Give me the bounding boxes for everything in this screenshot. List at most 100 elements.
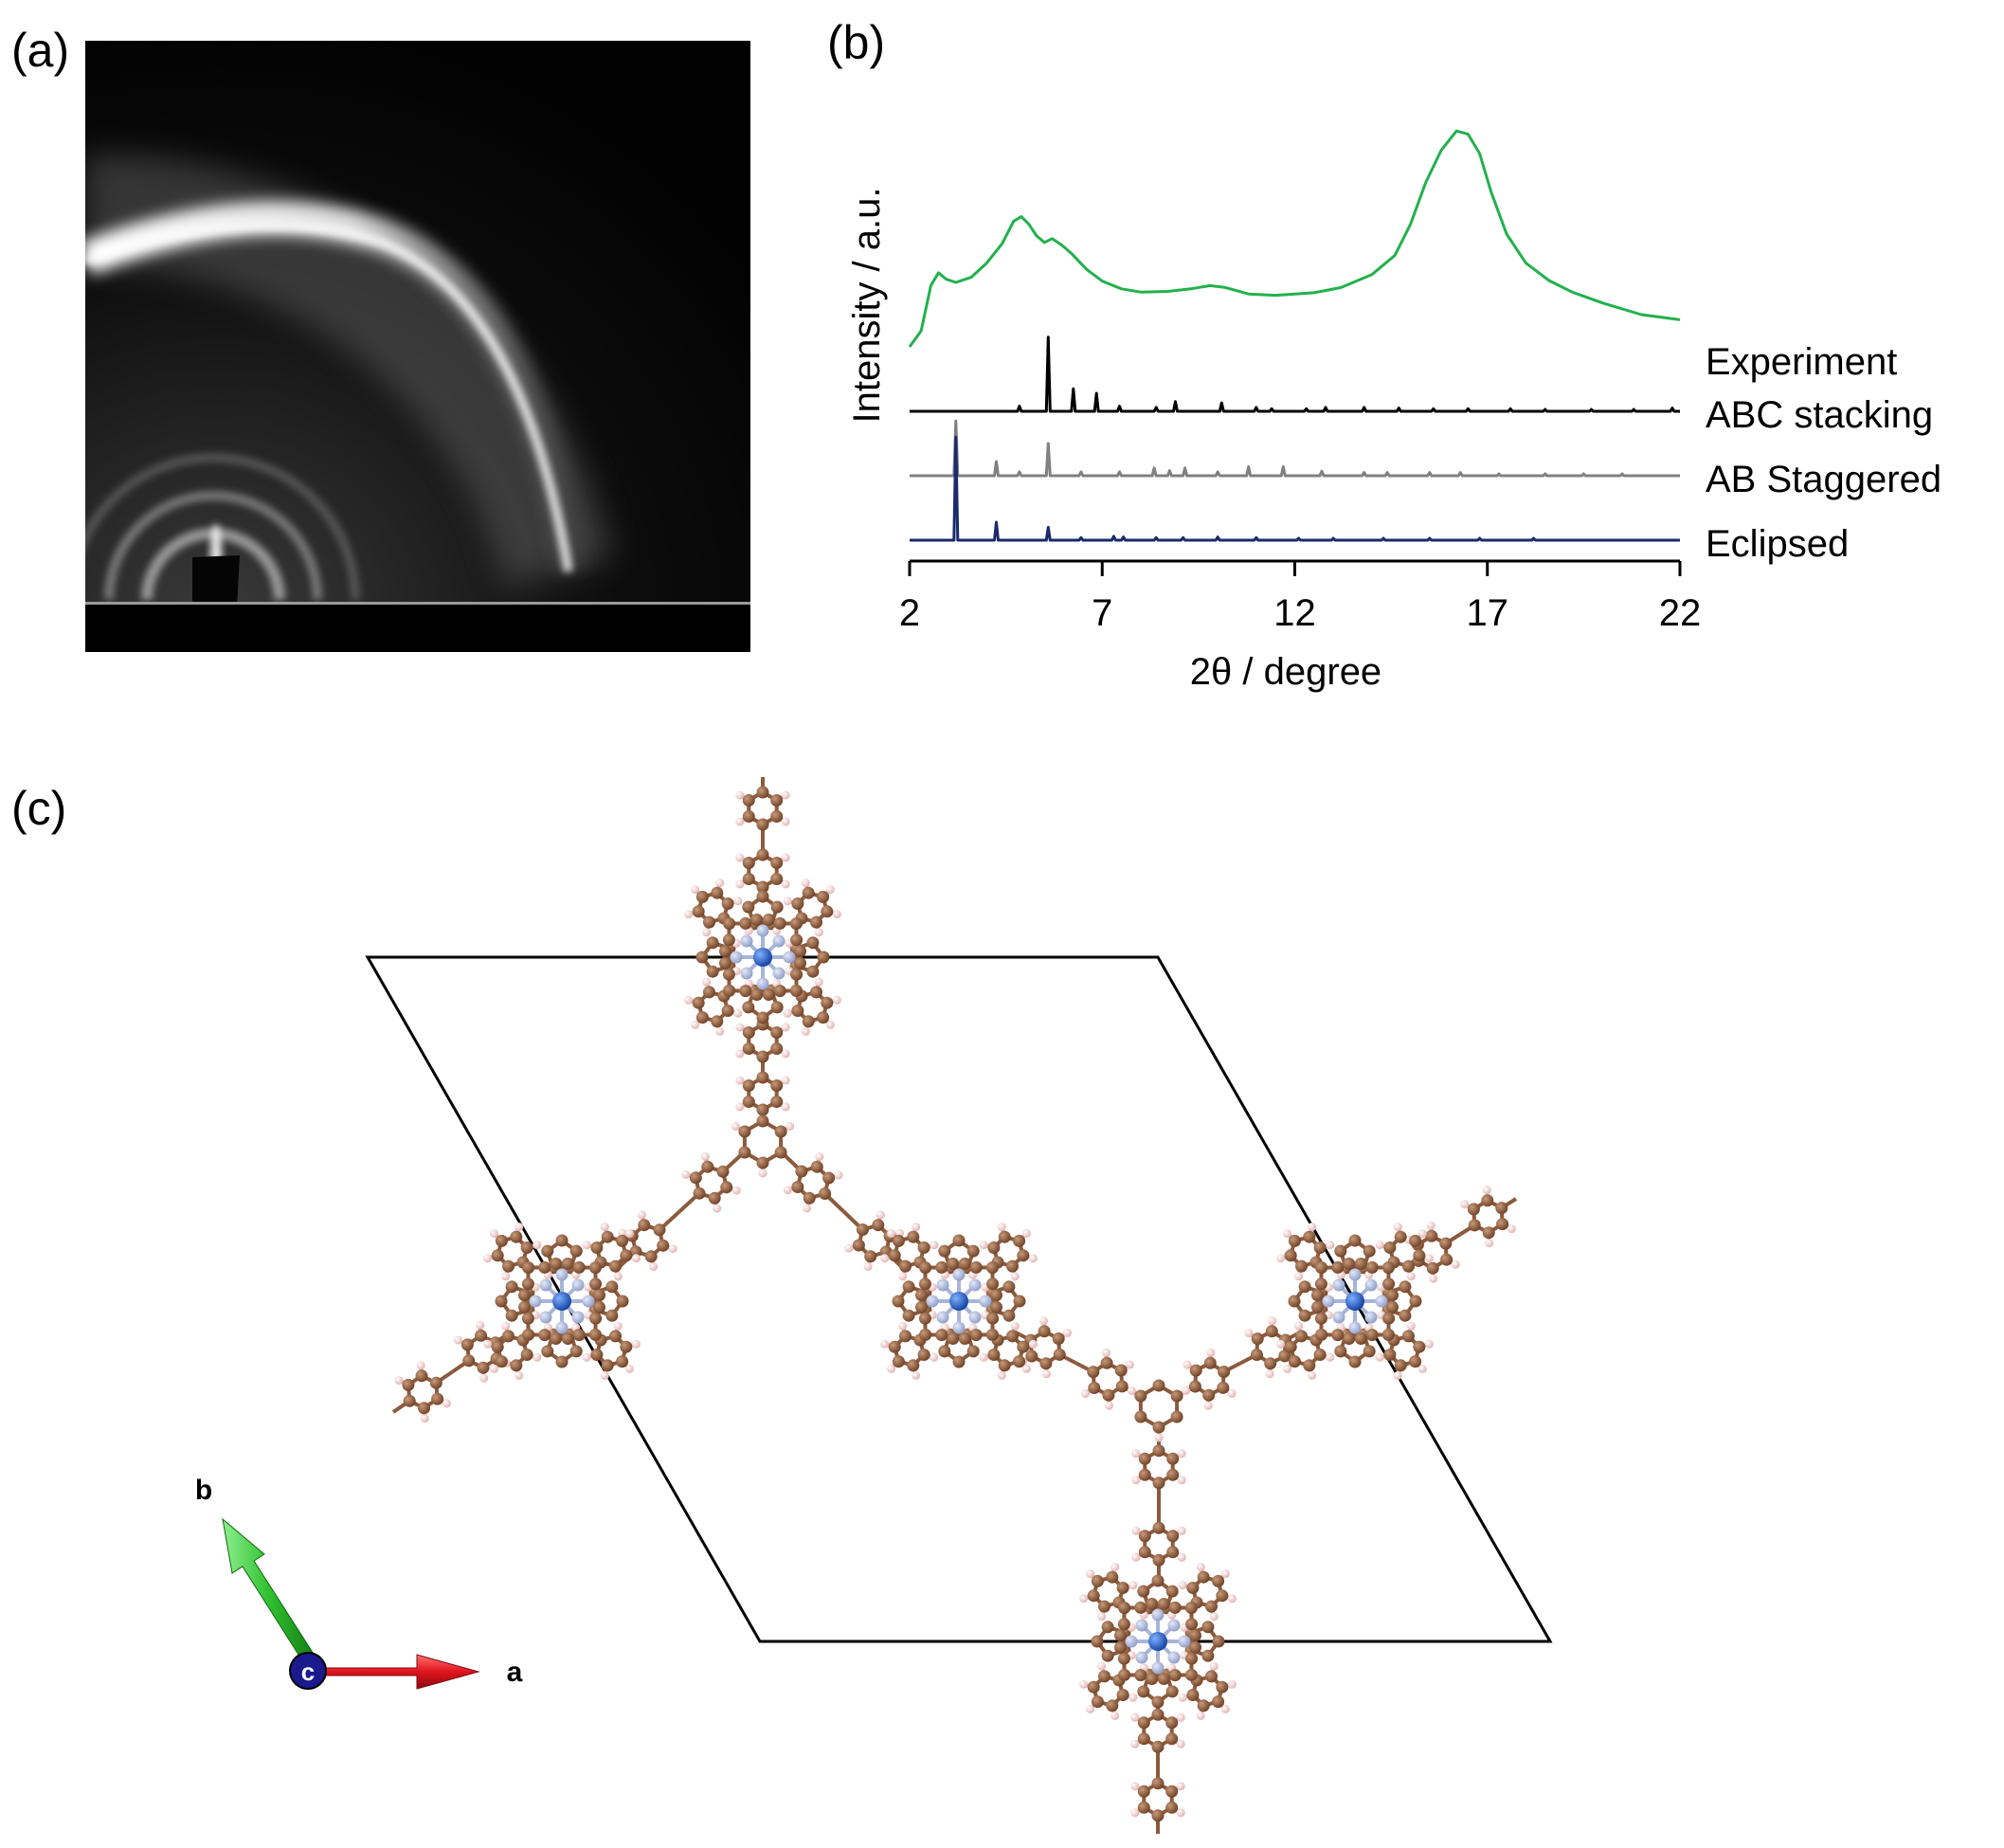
hydrogen-atom	[691, 885, 700, 895]
hydrogen-atom	[1097, 1661, 1107, 1671]
carbon-atom	[1303, 1359, 1316, 1372]
carbon-atom	[1440, 1253, 1453, 1266]
carbon-atom	[689, 1171, 702, 1185]
hydrogen-atom	[781, 790, 790, 800]
carbon-atom	[918, 1277, 931, 1291]
carbon-atom	[561, 1258, 574, 1270]
carbon-atom	[1184, 1602, 1198, 1615]
carbon-atom	[856, 1223, 869, 1236]
hydrogen-atom	[1042, 1369, 1051, 1379]
carbon-atom	[1212, 1635, 1225, 1648]
hydrogen-atom	[733, 1008, 743, 1018]
nitrogen-atom	[772, 967, 785, 980]
carbon-atom	[1402, 1259, 1415, 1273]
hydrogen-atom	[1220, 1569, 1230, 1579]
carbon-atom	[907, 1230, 920, 1243]
carbon-atom	[762, 914, 775, 926]
panel-label-a: (a)	[11, 24, 70, 77]
nitrogen-atom	[1151, 1661, 1164, 1675]
hydrogen-atom	[1130, 1808, 1140, 1818]
carbon-atom	[990, 1300, 1002, 1314]
carbon-atom	[1006, 1330, 1019, 1343]
x-tick-label-2: 2	[899, 592, 920, 634]
hydrogen-atom	[733, 897, 743, 906]
nitrogen-atom	[1348, 1321, 1362, 1334]
carbon-atom	[1152, 1521, 1165, 1534]
hydrogen-atom	[1131, 1526, 1141, 1535]
hydrogen-atom	[600, 1370, 609, 1380]
hydrogen-atom	[1406, 1272, 1416, 1281]
metal-atom	[1148, 1632, 1167, 1651]
carbon-atom	[1166, 1468, 1180, 1481]
carbon-atom	[569, 1345, 583, 1358]
beamstop	[192, 555, 240, 607]
carbon-atom	[1006, 1259, 1019, 1273]
hydrogen-atom	[1176, 1808, 1185, 1818]
hydrogen-atom	[1308, 1223, 1317, 1232]
carbon-atom	[821, 996, 834, 1009]
carbon-atom	[1166, 1452, 1180, 1465]
carbon-atom	[1205, 1670, 1218, 1683]
carbon-atom	[1413, 1340, 1426, 1353]
carbon-atom	[864, 1250, 877, 1263]
carbon-atom	[1216, 1680, 1229, 1694]
carbon-atom	[1331, 1329, 1345, 1342]
carbon-atom	[1168, 1601, 1182, 1614]
carbon-atom	[590, 1241, 604, 1254]
x-axis-ticks: 2 7 12 17 22	[899, 561, 1701, 634]
hydrogen-atom	[781, 1023, 790, 1032]
hydrogen-atom	[1178, 1693, 1187, 1702]
carbon-atom	[1165, 1716, 1179, 1730]
carbon-atom	[1212, 1574, 1225, 1587]
carbon-atom	[802, 886, 815, 899]
hydrogen-atom	[1177, 1476, 1186, 1485]
nitrogen-atom	[1364, 1311, 1378, 1324]
carbon-atom	[817, 951, 830, 964]
carbon-atom	[521, 1277, 534, 1291]
hydrogen-atom	[618, 1228, 627, 1238]
hydrogen-atom	[758, 1169, 767, 1178]
carbon-atom	[810, 915, 822, 929]
carbon-atom	[1284, 1340, 1297, 1353]
hydrogen-atom	[1182, 1386, 1191, 1395]
carbon-atom	[1201, 1649, 1215, 1662]
carbon-atom	[892, 1355, 905, 1368]
hydrogen-atom	[735, 1023, 745, 1032]
carbon-atom	[1151, 1740, 1164, 1753]
carbon-atom	[721, 897, 734, 910]
hydrogen-atom	[1482, 1186, 1491, 1195]
carbon-atom	[1137, 1785, 1150, 1798]
carbon-atom	[742, 1096, 755, 1108]
carbon-atom	[475, 1329, 487, 1342]
hydrogen-atom	[1375, 1352, 1384, 1362]
hydrogen-atom	[1131, 1449, 1141, 1458]
carbon-atom	[1052, 1332, 1065, 1345]
carbon-atom	[756, 880, 769, 894]
carbon-atom	[1425, 1229, 1438, 1242]
carbon-atom	[1002, 1280, 1016, 1294]
carbon-atom	[739, 916, 752, 930]
pxrd-series-labels: Experiment ABC stacking AB Staggered Eclips…	[1706, 341, 1941, 565]
x-tick-label-12: 12	[1273, 592, 1316, 634]
nitrogen-atom	[1332, 1311, 1345, 1324]
hydrogen-atom	[801, 1026, 810, 1036]
carbon-atom	[1101, 1649, 1114, 1662]
carbon-atom	[629, 1245, 642, 1259]
hydrogen-atom	[1177, 1552, 1186, 1562]
carbon-atom	[742, 1042, 755, 1055]
carbon-atom	[538, 1329, 551, 1342]
carbon-atom	[620, 1249, 633, 1262]
hydrogen-atom	[501, 1321, 511, 1331]
carbon-atom	[1100, 1356, 1113, 1369]
carbon-atom	[750, 988, 764, 1001]
hydrogen-atom	[930, 1352, 939, 1362]
carbon-atom	[819, 1187, 832, 1200]
carbon-atom	[1116, 1582, 1129, 1594]
hydrogen-atom	[1209, 1612, 1219, 1622]
nitrogen-atom	[756, 977, 769, 990]
carbon-atom	[985, 1261, 999, 1275]
hydrogen-atom	[533, 1241, 542, 1250]
carbon-atom	[1311, 1289, 1324, 1302]
carbon-atom	[770, 1096, 784, 1108]
carbon-atom	[1311, 1300, 1324, 1314]
